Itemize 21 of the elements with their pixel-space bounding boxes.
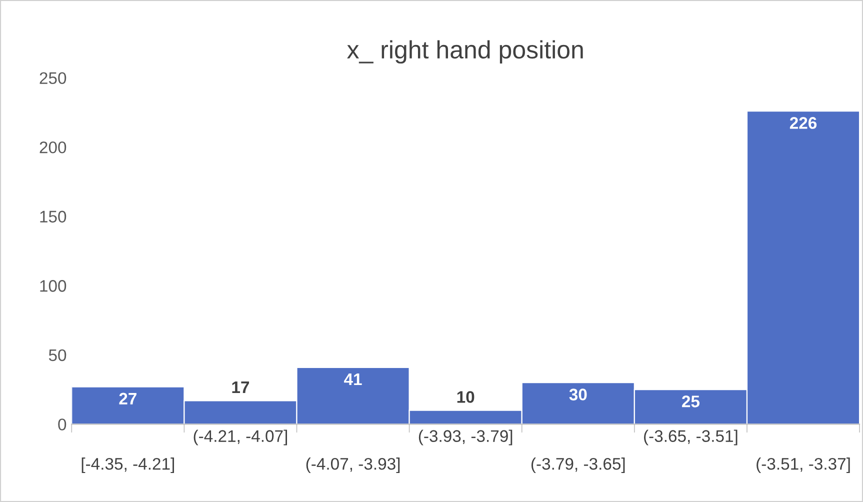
- x-tick-label: (-4.21, -4.07]: [194, 430, 287, 446]
- data-label: 30: [569, 388, 587, 400]
- y-tick-label: 200: [40, 141, 66, 154]
- chart-title: x_ right hand position: [347, 40, 583, 64]
- data-label: 10: [457, 391, 474, 403]
- data-label: 17: [232, 382, 250, 394]
- data-label: 27: [119, 392, 136, 404]
- x-tick-label: (-3.93, -3.79]: [418, 430, 512, 446]
- y-tick-label: 0: [58, 418, 66, 430]
- x-tick-label: (-3.65, -3.51]: [644, 430, 738, 446]
- x-tick-label: (-3.79, -3.65]: [531, 458, 625, 474]
- data-label: 226: [790, 117, 817, 129]
- y-tick-label: 250: [40, 72, 66, 84]
- y-tick-label: 50: [48, 349, 66, 362]
- data-label: 41: [344, 374, 362, 386]
- data-label: 25: [682, 396, 700, 408]
- y-tick-label: 150: [40, 210, 66, 223]
- y-tick-label: 100: [40, 280, 66, 292]
- x-tick-label: (-3.51, -3.37]: [756, 458, 850, 474]
- x-tick-label: (-4.07, -3.93]: [306, 458, 400, 474]
- x-tick-label: [-4.35, -4.21]: [82, 458, 174, 474]
